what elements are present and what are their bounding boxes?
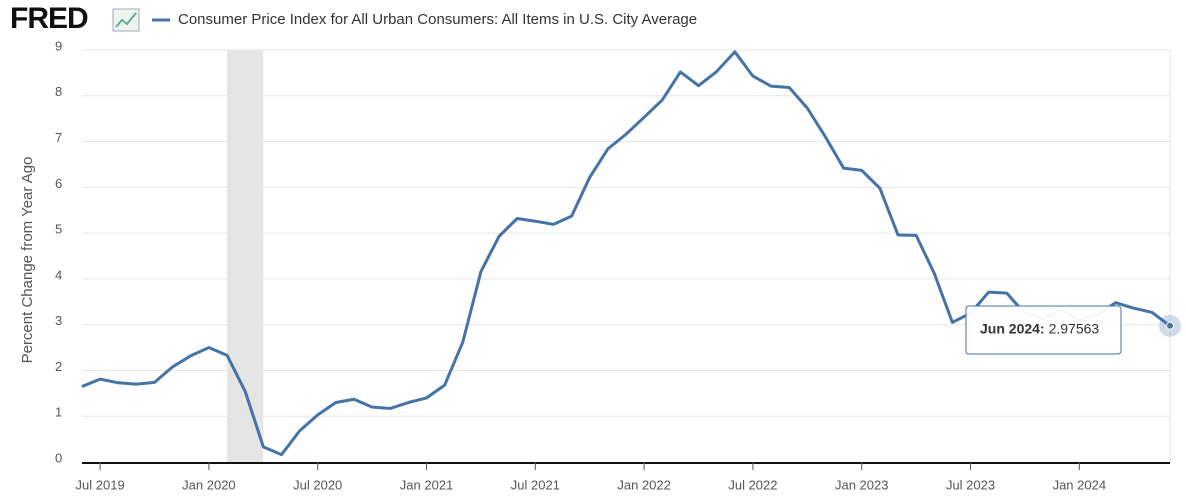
x-tick-label: Jan 2021 bbox=[400, 477, 454, 492]
logo-icon-line bbox=[115, 12, 137, 28]
legend-label: Consumer Price Index for All Urban Consu… bbox=[178, 11, 697, 28]
y-tick-label: 9 bbox=[55, 38, 62, 53]
y-tick-label: 2 bbox=[55, 359, 62, 374]
y-tick-label: 1 bbox=[55, 405, 62, 420]
x-tick-label: Jan 2020 bbox=[182, 477, 236, 492]
y-axis-label: Percent Change from Year Ago bbox=[19, 157, 36, 364]
y-tick-label: 7 bbox=[55, 130, 62, 145]
logo-icon bbox=[112, 8, 140, 32]
hover-point bbox=[1166, 321, 1174, 330]
y-tick-label: 8 bbox=[55, 84, 62, 99]
x-tick-label: Jul 2022 bbox=[728, 477, 777, 492]
x-tick-label: Jul 2021 bbox=[511, 477, 560, 492]
x-tick-label: Jan 2023 bbox=[835, 477, 889, 492]
y-tick-label: 0 bbox=[55, 450, 62, 465]
y-tick-label: 3 bbox=[55, 313, 62, 328]
y-tick-label: 4 bbox=[55, 267, 62, 282]
x-tick-label: Jan 2024 bbox=[1053, 477, 1107, 492]
x-tick-label: Jul 2020 bbox=[293, 477, 342, 492]
x-tick-label: Jan 2022 bbox=[617, 477, 671, 492]
tooltip-box bbox=[965, 305, 1122, 355]
logo: FRED bbox=[10, 2, 88, 35]
y-tick-label: 6 bbox=[55, 176, 62, 191]
y-tick-label: 5 bbox=[55, 222, 62, 237]
tooltip-label: Jun 2024: bbox=[980, 321, 1045, 337]
x-tick-label: Jul 2023 bbox=[946, 477, 995, 492]
data-line bbox=[81, 50, 1171, 457]
tooltip-value: 2.97563 bbox=[1049, 321, 1100, 337]
recession-band bbox=[227, 50, 264, 462]
tooltip: Jun 2024: 2.97563 bbox=[965, 305, 1122, 355]
x-tick-label: Jul 2019 bbox=[76, 477, 125, 492]
